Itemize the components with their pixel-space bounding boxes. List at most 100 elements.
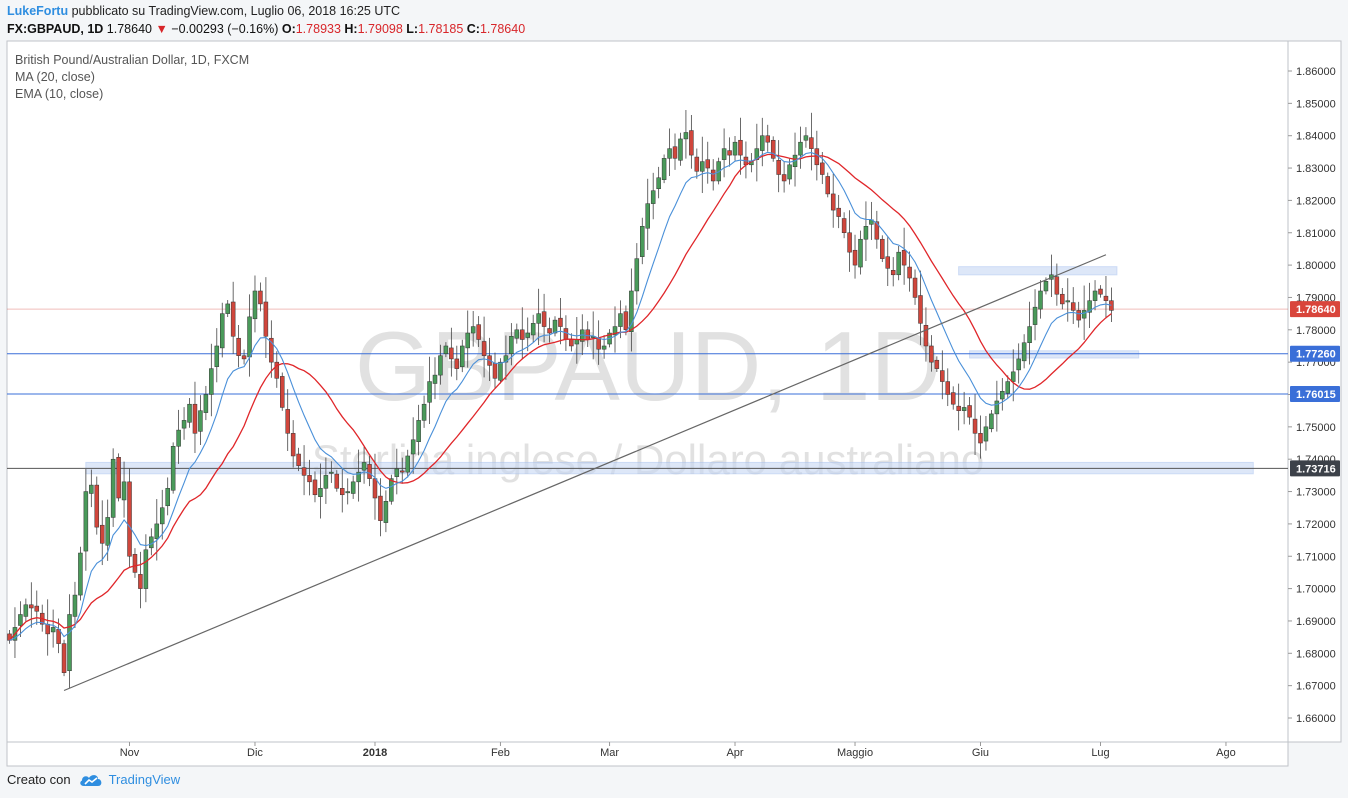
y-tick-label: 1.86000 — [1296, 66, 1336, 78]
candle-down — [116, 457, 121, 499]
price-zone — [958, 266, 1118, 276]
candle-up — [67, 614, 72, 672]
candle-up — [509, 336, 514, 354]
candle-up — [629, 290, 634, 332]
candle-down — [770, 139, 776, 159]
candle-up — [121, 481, 127, 501]
candle-down — [1103, 295, 1109, 301]
candle-up — [803, 135, 809, 141]
candle-down — [672, 146, 678, 159]
candle-down — [694, 156, 700, 172]
candle-down — [334, 473, 340, 489]
tradingview-cloud-icon — [79, 774, 101, 786]
candle-up — [863, 226, 869, 240]
candle-down — [481, 341, 487, 356]
candle-down — [94, 484, 100, 528]
candle-down — [1109, 300, 1114, 311]
candle-up — [247, 316, 252, 358]
candle-down — [950, 392, 956, 405]
candle-down — [132, 554, 138, 573]
x-tick-label: Lug — [1091, 747, 1109, 759]
close-label: C: — [466, 22, 480, 36]
candle-down — [138, 574, 143, 589]
y-tick-label: 1.70000 — [1296, 584, 1336, 596]
candle-up — [165, 488, 170, 507]
y-tick-label: 1.73000 — [1296, 487, 1336, 499]
candle-up — [1087, 300, 1092, 313]
high-value: 1.79098 — [357, 22, 403, 36]
y-tick-label: 1.75000 — [1296, 422, 1336, 434]
candle-down — [689, 130, 694, 156]
candle-down — [890, 270, 896, 276]
trendline[interactable] — [63, 254, 1107, 692]
author-link[interactable]: LukeFortu — [7, 4, 69, 18]
candle-down — [809, 137, 814, 149]
candle-down — [547, 328, 552, 334]
candle-up — [683, 132, 689, 140]
candle-up — [989, 413, 994, 430]
candle-down — [378, 495, 383, 521]
candle-down — [61, 643, 67, 673]
candle-up — [323, 475, 329, 489]
tradingview-link[interactable]: TradingView — [108, 772, 181, 787]
x-tick-label: Maggio — [837, 747, 873, 759]
candle-down — [449, 347, 454, 360]
time-axis[interactable] — [6, 741, 1289, 767]
candle-down — [274, 361, 280, 379]
y-tick-label: 1.71000 — [1296, 551, 1336, 563]
candle-up — [438, 355, 443, 376]
candle-down — [623, 311, 629, 331]
x-tick-label: Ago — [1216, 747, 1236, 759]
candle-up — [552, 319, 558, 334]
candle-up — [252, 290, 258, 320]
y-tick-label: 1.85000 — [1296, 98, 1336, 110]
candle-up — [383, 501, 389, 523]
candle-down — [269, 337, 274, 363]
candle-down — [874, 221, 880, 240]
candle-up — [470, 326, 476, 334]
price-zone — [969, 350, 1140, 359]
candle-down — [940, 370, 945, 382]
candle-down — [263, 301, 269, 337]
y-tick-label: 1.80000 — [1296, 260, 1336, 272]
candle-up — [1000, 391, 1005, 400]
candle-up — [460, 345, 465, 367]
candle-up — [1016, 358, 1021, 371]
candle-up — [798, 141, 803, 156]
price-badge-label: 1.78640 — [1296, 304, 1336, 316]
watermark-description: Sterlina inglese / Dollaro australiano — [312, 436, 984, 483]
candle-down — [830, 193, 836, 211]
candle-up — [23, 604, 29, 617]
candle-down — [945, 381, 951, 395]
candle-up — [525, 332, 530, 338]
candle-up — [149, 536, 154, 549]
candle-up — [787, 164, 792, 180]
x-tick-label: Nov — [120, 747, 140, 759]
candle-down — [841, 218, 847, 234]
candle-up — [618, 313, 623, 327]
candle-up — [732, 141, 738, 156]
candle-up — [72, 594, 78, 617]
candle-down — [258, 290, 263, 305]
ohlc-line: FX:GBPAUD, 1D 1.78640 ▼ −0.00293 (−0.16%… — [7, 22, 525, 36]
candle-down — [192, 403, 198, 434]
candle-up — [105, 517, 110, 546]
candle-up — [760, 135, 765, 151]
y-tick-label: 1.67000 — [1296, 681, 1336, 693]
y-tick-label: 1.81000 — [1296, 228, 1336, 240]
candle-up — [634, 258, 640, 292]
x-tick-label: Feb — [491, 747, 510, 759]
price-badge — [1290, 386, 1340, 403]
watermark-symbol: GBPAUD, 1D — [355, 311, 941, 421]
candle-down — [972, 418, 978, 434]
candle-down — [880, 238, 885, 259]
candle-down — [569, 339, 574, 347]
candle-up — [1021, 342, 1027, 362]
legend-title: British Pound/Australian Dollar, 1D, FXC… — [15, 53, 249, 67]
candle-down — [29, 604, 34, 609]
candle-down — [290, 433, 296, 457]
candle-up — [143, 549, 149, 589]
candle-up — [983, 426, 989, 442]
candle-up — [700, 161, 705, 172]
